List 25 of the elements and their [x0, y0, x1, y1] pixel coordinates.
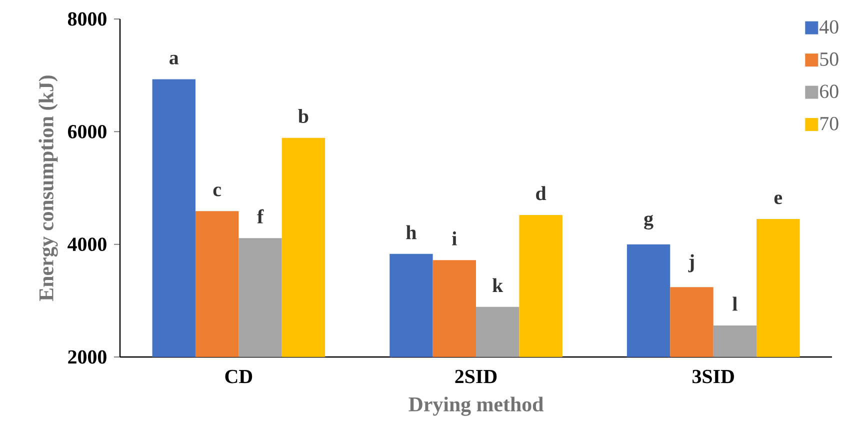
- x-tick-label: 2SID: [455, 370, 497, 384]
- data-label: h: [406, 225, 416, 240]
- data-label: g: [644, 214, 654, 230]
- y-tick-label: 6000: [68, 124, 106, 138]
- x-axis-title: Drying method: [408, 396, 544, 416]
- data-label: l: [732, 296, 738, 311]
- data-label: k: [492, 278, 504, 292]
- y-tick-label: 4000: [68, 238, 106, 252]
- y-axis-title: Energy consumption (kJ): [38, 76, 58, 301]
- y-tick-label: 8000: [68, 12, 106, 26]
- data-label: e: [774, 194, 782, 204]
- data-label: d: [536, 186, 546, 200]
- legend-label: 60: [820, 84, 838, 98]
- data-label: c: [213, 186, 221, 196]
- legend-label: 40: [820, 20, 838, 34]
- legend-label: 70: [820, 116, 838, 130]
- data-label: a: [170, 54, 179, 64]
- legend-label: 50: [820, 52, 838, 66]
- data-label: f: [257, 209, 264, 224]
- data-label: b: [298, 109, 308, 124]
- data-label: i: [452, 231, 457, 246]
- x-tick-label: 3SID: [692, 370, 734, 384]
- data-label: j: [688, 254, 694, 272]
- x-tick-label: CD: [225, 370, 252, 384]
- y-tick-label: 2000: [68, 350, 106, 364]
